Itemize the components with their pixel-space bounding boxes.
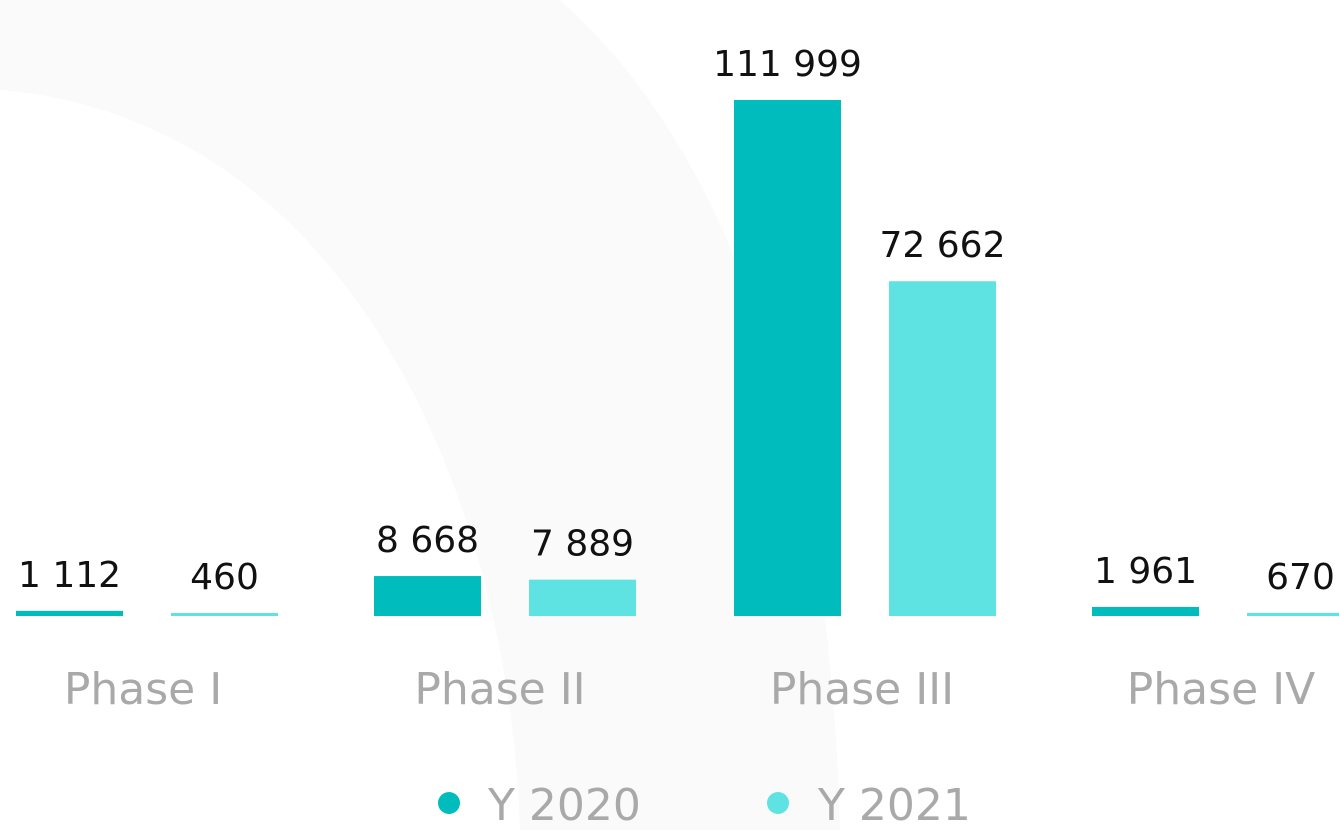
bar-y2021-1: [171, 613, 278, 616]
bar-y2021-2: [529, 579, 636, 616]
legend-item-y2021: Y 2021: [767, 780, 971, 830]
bar-y2020-4: [1092, 606, 1199, 616]
legend-dot-icon: [767, 792, 789, 814]
category-label-3: Phase III: [770, 664, 954, 715]
bars-layer: [16, 100, 1339, 616]
data-label-y2021-3: 72 662: [880, 225, 1006, 266]
data-label-y2021-4: 670: [1266, 557, 1335, 598]
data-label-y2020-1: 1 112: [18, 555, 121, 596]
data-label-y2020-3: 111 999: [713, 44, 862, 85]
legend-label: Y 2020: [487, 780, 641, 830]
value-labels-layer: 1 112 460 8 668 7 889 111 999 72 662 1 961 670: [18, 44, 1335, 598]
bar-y2021-3: [889, 281, 996, 616]
bar-y2020-3: [734, 100, 841, 616]
data-label-y2021-2: 7 889: [531, 524, 634, 565]
legend-label: Y 2021: [817, 780, 971, 830]
legend-item-y2020: Y 2020: [438, 780, 641, 830]
category-label-1: Phase I: [64, 664, 222, 715]
data-label-y2020-4: 1 961: [1094, 551, 1197, 592]
data-label-y2020-2: 8 668: [376, 520, 479, 561]
legend-dot-icon: [438, 792, 460, 814]
legend: Y 2020 Y 2021: [438, 780, 971, 830]
bar-y2020-2: [374, 576, 481, 616]
bar-y2020-1: [16, 610, 123, 616]
background-arc-decoration: [0, 0, 840, 830]
category-labels-layer: Phase I Phase II Phase III Phase IV: [64, 664, 1315, 715]
category-label-2: Phase II: [414, 664, 585, 715]
data-label-y2021-1: 460: [190, 557, 259, 598]
bar-y2021-4: [1247, 612, 1339, 616]
category-label-4: Phase IV: [1127, 664, 1315, 715]
